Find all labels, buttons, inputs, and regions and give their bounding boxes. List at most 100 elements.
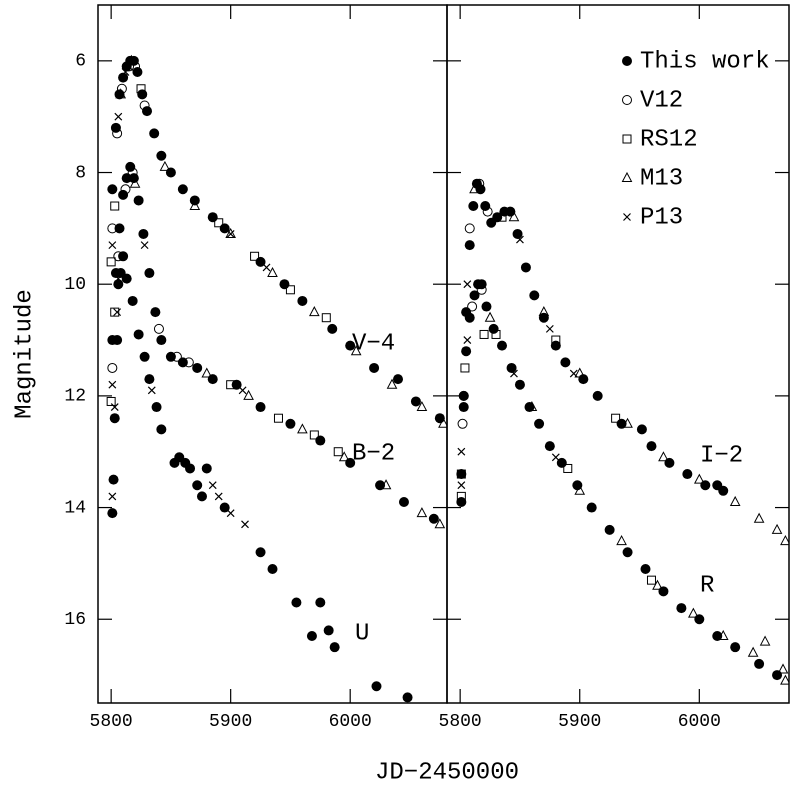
point bbox=[226, 230, 235, 238]
legend-label: RS12 bbox=[640, 126, 698, 153]
point bbox=[147, 386, 156, 395]
point bbox=[747, 646, 759, 657]
point bbox=[658, 451, 669, 462]
point bbox=[267, 563, 278, 574]
points bbox=[106, 54, 447, 703]
point bbox=[457, 447, 466, 456]
point bbox=[225, 227, 236, 238]
point bbox=[410, 396, 421, 407]
band-label: U bbox=[355, 620, 369, 647]
legend-marker bbox=[622, 56, 632, 66]
point bbox=[771, 523, 783, 534]
point bbox=[132, 67, 143, 78]
point bbox=[480, 201, 491, 212]
point bbox=[569, 369, 578, 378]
point bbox=[458, 402, 469, 413]
x-tick-label: 6000 bbox=[329, 712, 372, 732]
point bbox=[510, 369, 518, 378]
point bbox=[780, 674, 789, 685]
point bbox=[214, 218, 224, 228]
point bbox=[560, 357, 571, 368]
point bbox=[118, 72, 129, 83]
point bbox=[207, 212, 218, 223]
point bbox=[646, 441, 657, 452]
point bbox=[110, 122, 121, 133]
point bbox=[479, 329, 489, 339]
point bbox=[484, 311, 496, 322]
point bbox=[138, 228, 149, 239]
point bbox=[392, 374, 403, 385]
point bbox=[150, 307, 161, 318]
point bbox=[402, 692, 413, 703]
point bbox=[464, 312, 475, 323]
point bbox=[106, 257, 116, 267]
point bbox=[129, 177, 141, 188]
x-axis-label: JD−2450000 bbox=[375, 759, 519, 786]
y-tick-label: 6 bbox=[75, 52, 86, 72]
point bbox=[226, 380, 236, 390]
point bbox=[508, 211, 520, 222]
point bbox=[488, 323, 499, 334]
panel: 6 8 10 12 14 16 5800 5900 6000 V−4 B−2 U bbox=[64, 4, 448, 732]
point bbox=[491, 329, 501, 339]
legend-marker bbox=[622, 95, 632, 105]
legend-label: M13 bbox=[640, 165, 683, 192]
point bbox=[469, 290, 480, 301]
point bbox=[428, 513, 439, 524]
point bbox=[474, 178, 485, 189]
point bbox=[460, 363, 470, 373]
legend-label: This work bbox=[640, 48, 770, 75]
y-tick-label: 10 bbox=[64, 275, 86, 295]
point bbox=[108, 241, 117, 250]
point bbox=[550, 340, 561, 351]
point bbox=[551, 335, 561, 345]
point bbox=[109, 413, 120, 424]
point bbox=[688, 607, 699, 618]
x-tick-label: 5900 bbox=[209, 712, 252, 732]
point bbox=[456, 469, 467, 480]
point bbox=[267, 266, 278, 278]
point bbox=[464, 223, 475, 234]
point bbox=[133, 195, 144, 206]
point bbox=[693, 473, 705, 484]
point bbox=[456, 496, 467, 507]
point bbox=[329, 642, 340, 653]
point bbox=[514, 379, 525, 390]
point bbox=[273, 413, 283, 423]
point bbox=[142, 106, 153, 117]
point bbox=[196, 491, 207, 502]
point bbox=[108, 474, 119, 485]
point bbox=[461, 346, 472, 357]
point bbox=[156, 150, 167, 161]
point bbox=[622, 547, 633, 558]
point bbox=[156, 335, 167, 346]
point bbox=[512, 228, 523, 239]
point bbox=[291, 597, 302, 608]
point bbox=[323, 625, 334, 636]
point bbox=[544, 441, 555, 452]
point bbox=[640, 563, 651, 574]
point bbox=[309, 306, 320, 317]
point bbox=[207, 374, 218, 385]
point bbox=[114, 223, 125, 234]
point bbox=[345, 340, 356, 351]
point bbox=[780, 534, 789, 546]
point bbox=[574, 367, 586, 378]
point bbox=[604, 524, 615, 535]
point bbox=[534, 418, 545, 429]
point bbox=[551, 453, 560, 462]
point bbox=[118, 189, 129, 200]
point bbox=[333, 447, 343, 457]
point bbox=[113, 279, 124, 290]
x-tick-label: 5800 bbox=[90, 712, 133, 732]
point bbox=[754, 658, 765, 669]
point bbox=[438, 417, 447, 428]
point bbox=[151, 402, 162, 413]
point bbox=[457, 418, 468, 429]
point bbox=[241, 520, 249, 529]
point bbox=[250, 251, 260, 261]
point bbox=[729, 495, 741, 506]
point bbox=[457, 481, 466, 490]
point bbox=[137, 89, 148, 100]
